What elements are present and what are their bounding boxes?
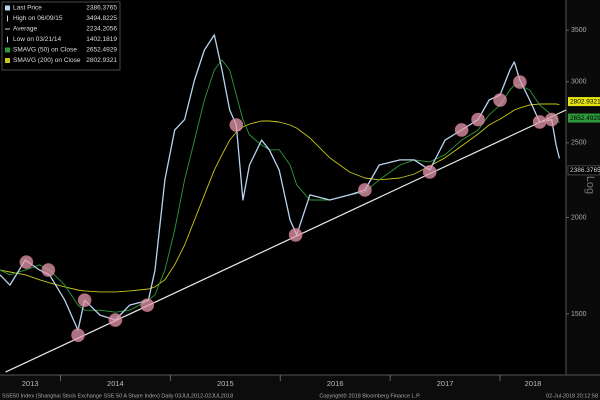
y-tick-label: 2000: [571, 214, 587, 221]
legend-value: 2386.3765: [86, 5, 117, 12]
highlight-circle: [71, 328, 85, 342]
footer-center: Copyright© 2018 Bloomberg Finance L.P.: [319, 392, 421, 399]
legend-value: 2234.2056: [86, 26, 117, 33]
last-value-tag: [567, 165, 600, 176]
trendline: [5, 109, 567, 373]
footer-right: 02-Jul-2018 20:12:58: [546, 393, 598, 399]
legend-box: [1, 1, 121, 71]
y-axis-label: Log: [584, 176, 596, 194]
y-tick-label: 2500: [571, 140, 587, 147]
highlight-circle: [471, 112, 485, 127]
legend-value: 2802.9321: [86, 57, 117, 64]
legend-swatch: [5, 47, 10, 53]
legend-value: 1402.1819: [86, 36, 117, 43]
highlight-circle: [454, 123, 469, 137]
highlight-circle: [77, 293, 92, 307]
highlight-circle: [229, 118, 244, 132]
highlight-circle: [288, 228, 303, 242]
highlight-circle: [532, 115, 547, 129]
y-tick-label: 3500: [571, 27, 587, 34]
legend-swatch: [5, 5, 10, 11]
last-value-tag: [568, 113, 600, 123]
legend-value: 3494.8225: [86, 15, 117, 22]
legend-label: Last Price: [13, 5, 42, 12]
x-tick-label: 2017: [437, 379, 454, 388]
highlight-circle: [19, 255, 34, 269]
overlay: Last Price 2386.3765 High on 06/09/15 3494.…: [1, 1, 121, 71]
legend-label: High on 06/09/15: [13, 15, 63, 22]
last-value-label: 2802.9321: [570, 98, 600, 105]
last-value-tag: [568, 97, 600, 107]
x-tick-label: 2014: [107, 379, 124, 388]
highlight-circle: [140, 298, 155, 312]
footer-left: SSE50 Index (Shanghai Stock Exchange SSE…: [2, 393, 233, 399]
highlight-circle: [513, 75, 527, 89]
last-value-label: 2386.3765: [570, 167, 600, 174]
highlight-circle: [544, 112, 559, 127]
legend-label: SMAVG (200) on Close: [13, 57, 81, 64]
legend-label: SMAVG (50) on Close: [13, 47, 77, 54]
x-tick-label: 2018: [525, 379, 542, 388]
axis-strip: [566, 0, 600, 375]
highlight-circle: [358, 183, 372, 197]
legend-label: Average: [13, 26, 37, 33]
highlight-circle: [108, 313, 123, 327]
x-tick-label: 2016: [327, 379, 344, 388]
x-tick-label: 2015: [217, 379, 234, 388]
highlight-circle: [422, 165, 437, 179]
y-tick-label: 3000: [571, 79, 587, 86]
legend-label: Low on 03/21/14: [13, 36, 61, 43]
highlight-circle: [41, 263, 56, 277]
y-tick-label: 1500: [571, 311, 587, 318]
legend-value: 2652.4929: [86, 47, 117, 54]
series-line: [0, 103, 560, 293]
x-tick-label: 2013: [22, 379, 39, 388]
highlight-circle: [493, 93, 507, 107]
plot: [0, 29, 569, 381]
legend-swatch: [5, 58, 10, 63]
last-value-label: 2652.4929: [570, 115, 600, 122]
